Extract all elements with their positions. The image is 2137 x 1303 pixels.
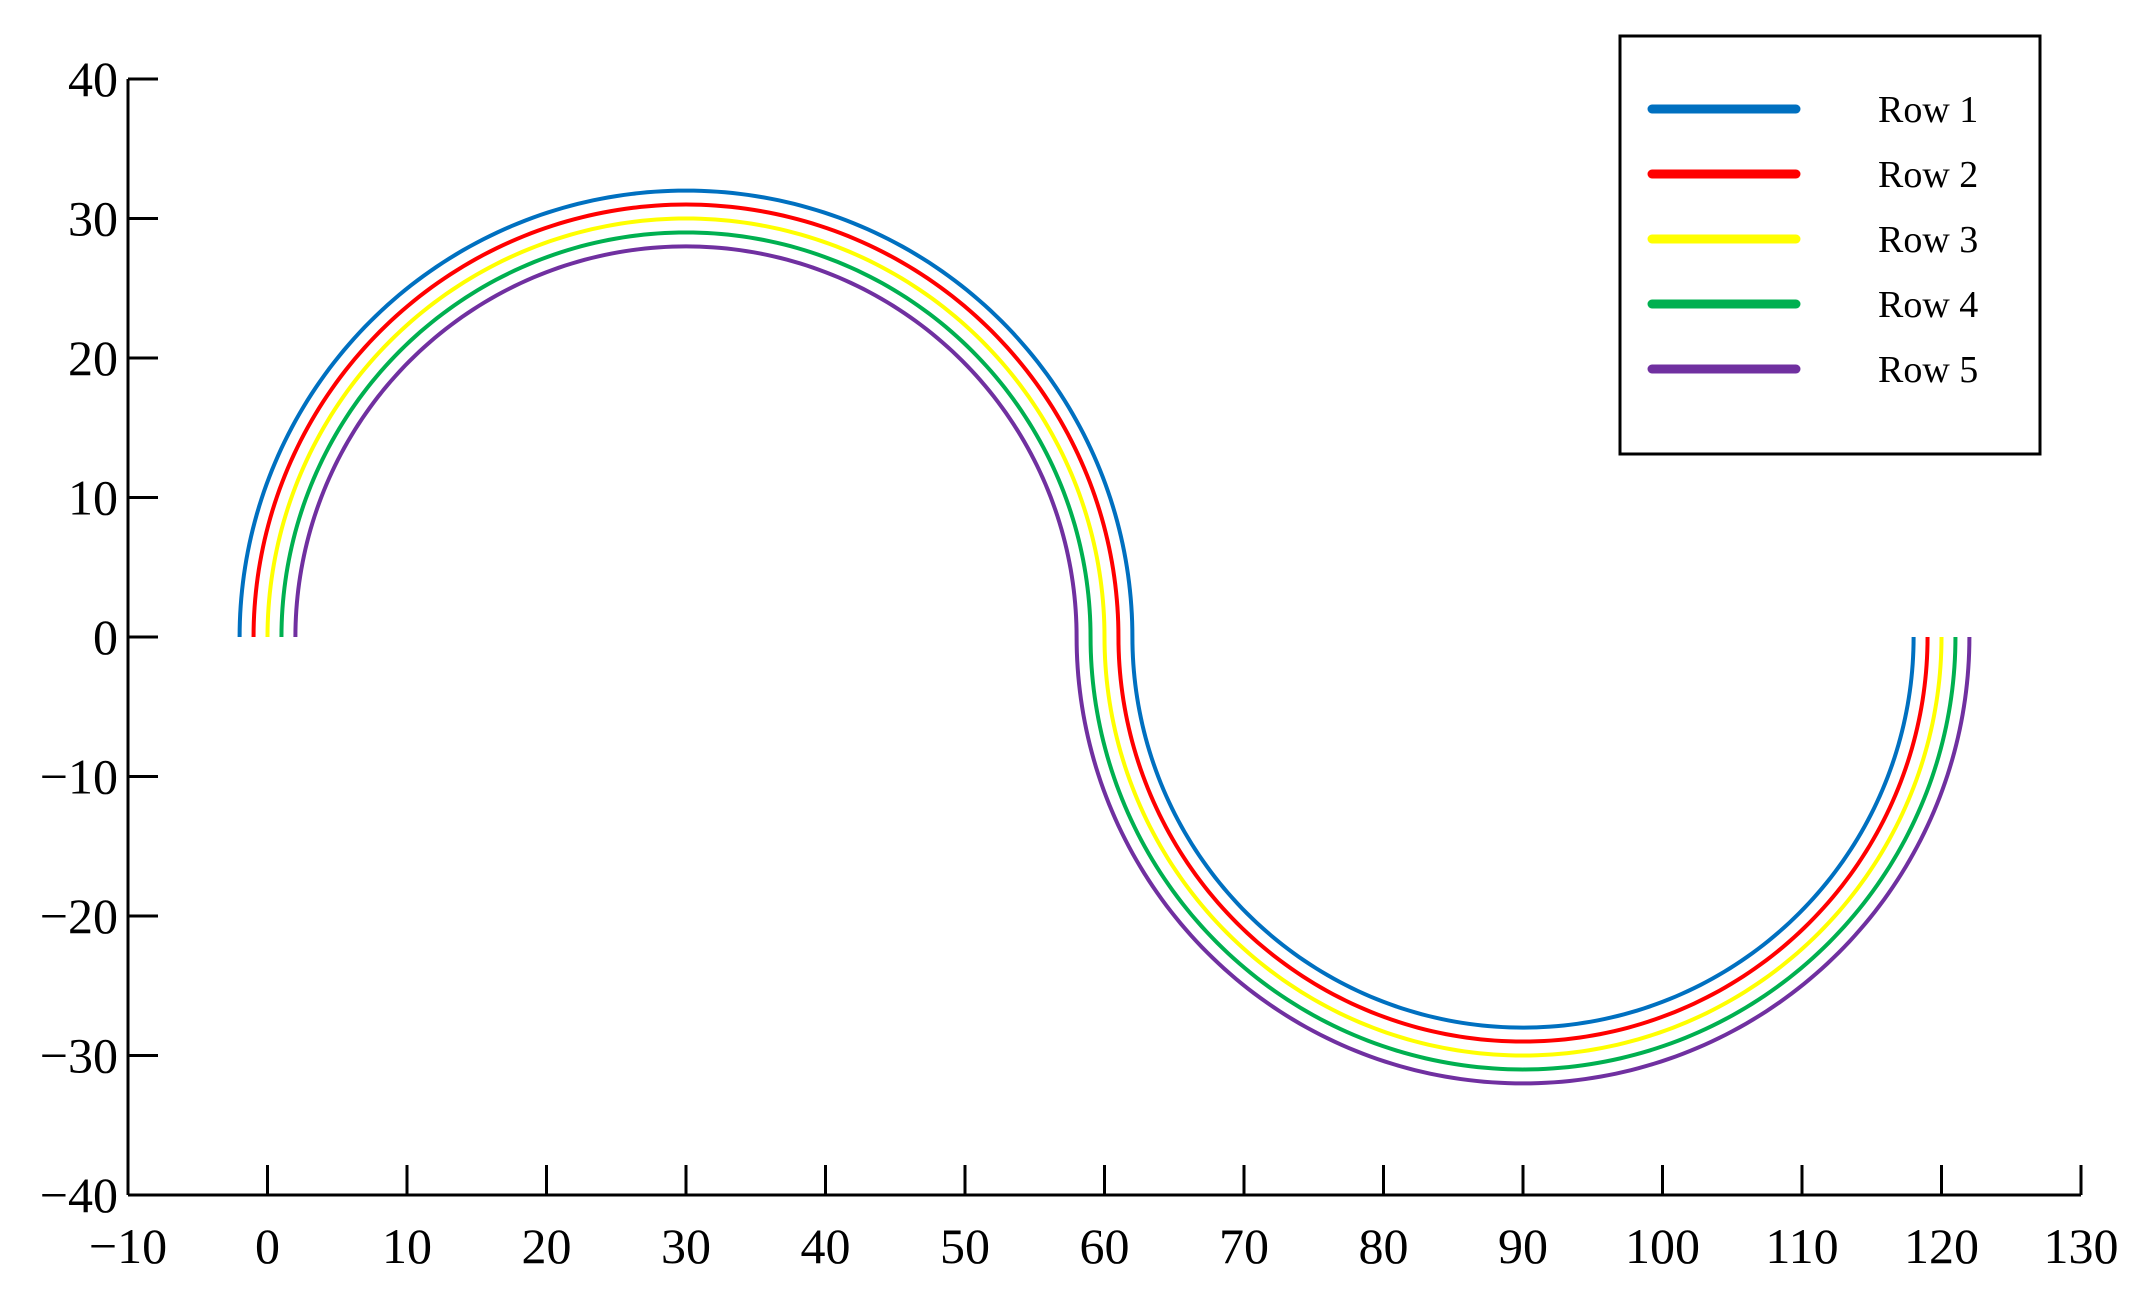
series-line-row-1 [237, 188, 1916, 1030]
y-tick-label: −30 [40, 1028, 118, 1084]
x-tick-label: 90 [1498, 1218, 1548, 1274]
y-tick-label: 30 [68, 191, 118, 247]
x-tick-label: 50 [940, 1218, 990, 1274]
series-line-row-3 [265, 216, 1944, 1058]
x-tick-label: 70 [1219, 1218, 1269, 1274]
y-tick-label: 40 [68, 51, 118, 107]
y-tick-label: 20 [68, 330, 118, 386]
series-line-row-5 [293, 244, 1972, 1086]
x-tick-label: 0 [255, 1218, 280, 1274]
y-tick-label: −40 [40, 1167, 118, 1223]
x-ticks: −10 0 10 20 30 40 50 60 70 80 90 100 110 120 130 [89, 1165, 2119, 1274]
x-tick-label: 130 [2044, 1218, 2119, 1274]
legend-label-row-1: Row 1 [1878, 89, 1978, 131]
legend-label-row-4: Row 4 [1878, 284, 1978, 326]
legend: Row 1 Row 2 Row 3 Row 4 Row 5 [1618, 34, 2042, 456]
x-tick-label: 40 [801, 1218, 851, 1274]
legend-label-row-3: Row 3 [1878, 219, 1978, 261]
y-ticks: 40 30 20 10 0 −10 −20 −30 −40 [40, 51, 158, 1223]
x-tick-label: 80 [1359, 1218, 1409, 1274]
x-tick-label: 10 [382, 1218, 432, 1274]
x-tick-label: 100 [1625, 1218, 1700, 1274]
y-tick-label: 10 [68, 470, 118, 526]
series-layer [237, 188, 1972, 1086]
x-tick-label: −10 [89, 1218, 167, 1274]
x-tick-label: 110 [1765, 1218, 1838, 1274]
legend-label-row-2: Row 2 [1878, 154, 1978, 196]
x-tick-label: 20 [522, 1218, 572, 1274]
legend-label-row-5: Row 5 [1878, 349, 1978, 391]
series-line-row-2 [251, 202, 1930, 1044]
x-tick-label: 60 [1080, 1218, 1130, 1274]
x-tick-label: 30 [661, 1218, 711, 1274]
y-tick-label: −20 [40, 888, 118, 944]
x-tick-label: 120 [1904, 1218, 1979, 1274]
series-line-row-4 [279, 230, 1958, 1072]
y-tick-label: 0 [93, 609, 118, 665]
y-tick-label: −10 [40, 749, 118, 805]
